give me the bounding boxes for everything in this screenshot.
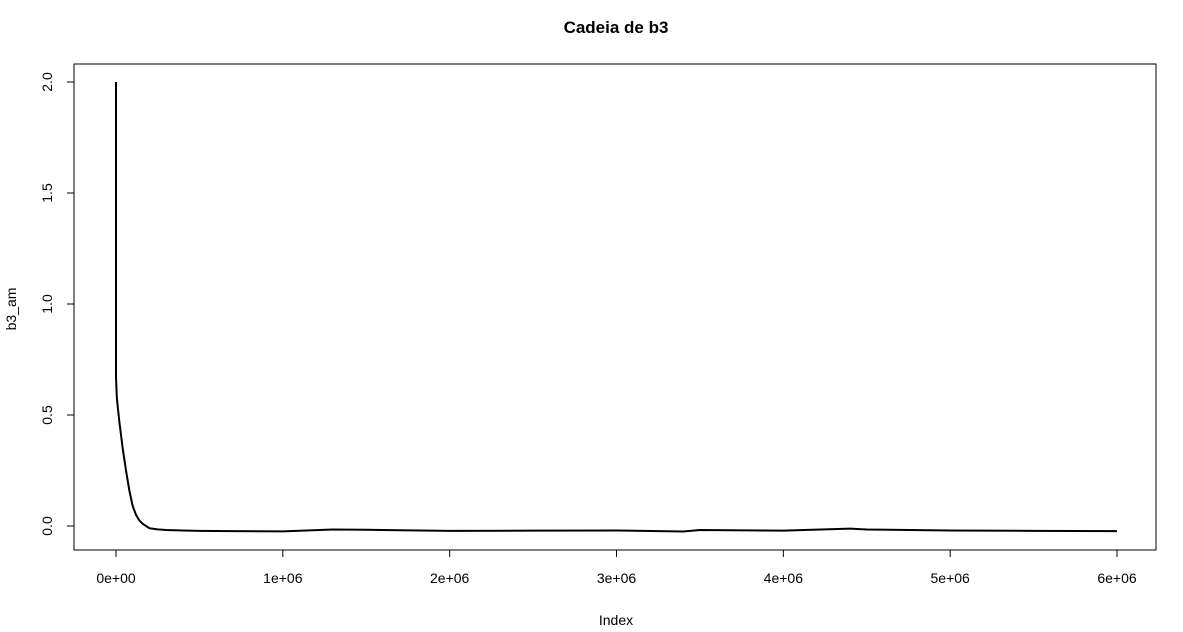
x-tick-label: 6e+06: [1097, 570, 1137, 586]
x-tick-label: 3e+06: [597, 570, 637, 586]
x-tick-label: 0e+00: [96, 570, 136, 586]
y-tick-label: 2.0: [39, 72, 55, 92]
y-tick-label: 0.0: [39, 516, 55, 536]
plot-frame: [73, 63, 1157, 551]
y-tick-label: 1.5: [39, 183, 55, 203]
x-tick-label: 4e+06: [764, 570, 804, 586]
x-tick-label: 2e+06: [430, 570, 470, 586]
y-tick-label: 1.0: [39, 294, 55, 314]
y-tick-label: 0.5: [39, 405, 55, 425]
chart-title: Cadeia de b3: [564, 18, 669, 37]
x-tick-label: 5e+06: [931, 570, 971, 586]
x-axis-label: Index: [599, 612, 633, 628]
x-tick-label: 1e+06: [263, 570, 303, 586]
series-line: [115, 82, 1118, 533]
y-axis: 0.0 0.5 1.0 1.5 2.0: [39, 72, 75, 536]
y-axis-label: b3_am: [3, 288, 19, 331]
x-axis: 0e+00 1e+06 2e+06 3e+06 4e+06 5e+06 6e+06: [96, 549, 1137, 586]
